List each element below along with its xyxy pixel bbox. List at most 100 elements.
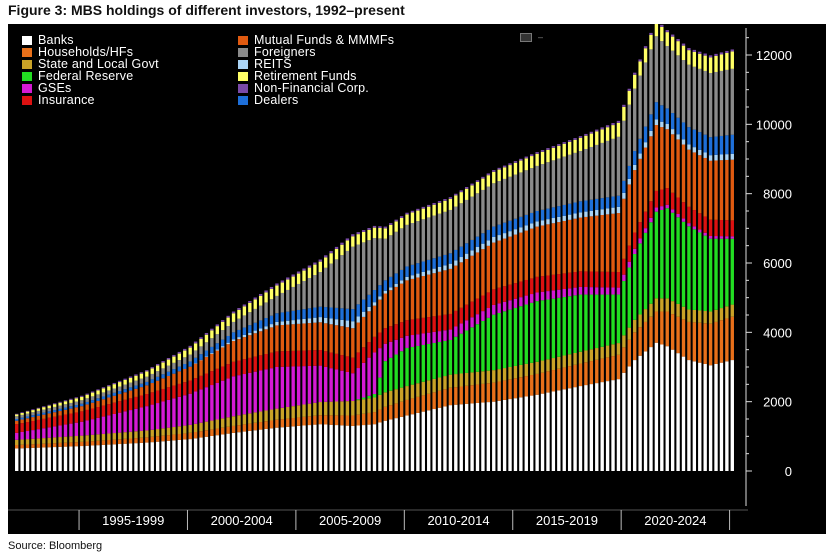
bar-segment-gses <box>562 289 566 298</box>
bar-segment-reits <box>687 144 691 150</box>
bar-segment-banks <box>410 414 415 471</box>
bar-segment-reits <box>351 321 355 329</box>
bar-segment-banks <box>627 366 631 471</box>
bar-segment-households-hfs <box>546 371 550 393</box>
bar-segment-retirement-funds <box>611 125 615 139</box>
bar-segment-banks <box>118 444 122 471</box>
bar-segment-gses <box>486 308 491 318</box>
bar-segment-insurance <box>128 398 133 411</box>
bar-segment-mutual-funds-mmmfs <box>345 327 350 357</box>
bar-segment-mutual-funds-mmmfs <box>443 270 447 315</box>
bar-segment-non-financial-corp- <box>275 283 279 286</box>
bar-segment-insurance <box>551 274 556 291</box>
bar-segment-state-and-local-govt <box>546 359 550 372</box>
bar-segment-banks <box>394 418 398 471</box>
bar-segment-non-financial-corp- <box>291 274 295 277</box>
bar-segment-non-financial-corp- <box>107 385 111 387</box>
bar-segment-mutual-funds-mmmfs <box>204 357 209 374</box>
bar-segment-mutual-funds-mmmfs <box>502 238 507 287</box>
bar-segment-insurance <box>25 422 30 432</box>
bar-segment-non-financial-corp- <box>437 201 442 203</box>
bar-segment-foreigners <box>221 330 225 340</box>
bar-segment-non-financial-corp- <box>405 212 409 215</box>
bar-segment-households-hfs <box>692 322 697 362</box>
bar-segment-state-and-local-govt <box>367 398 371 413</box>
bar-segment-dealers <box>508 220 512 232</box>
bar-segment-reits <box>448 263 453 269</box>
bar-segment-state-and-local-govt <box>96 434 100 441</box>
bar-segment-foreigners <box>627 104 631 166</box>
bar-segment-non-financial-corp- <box>80 395 84 397</box>
bar-segment-retirement-funds <box>719 54 724 71</box>
bar-segment-retirement-funds <box>52 404 57 407</box>
bar-segment-retirement-funds <box>546 149 550 163</box>
bar-segment-state-and-local-govt <box>36 438 41 444</box>
bar-segment-foreigners <box>118 386 122 392</box>
bar-segment-foreigners <box>161 368 165 375</box>
legend-swatch <box>238 83 248 93</box>
bar-segment-retirement-funds <box>42 407 46 410</box>
bar-segment-foreigners <box>410 223 415 265</box>
bar-segment-foreigners <box>443 211 447 255</box>
bar-segment-insurance <box>698 213 702 230</box>
bar-segment-foreigners <box>725 69 729 136</box>
bar-segment-retirement-funds <box>58 402 62 406</box>
bar-segment-dealers <box>725 135 729 155</box>
bar-segment-banks <box>421 411 425 471</box>
bar-segment-state-and-local-govt <box>567 354 572 367</box>
bar-segment-banks <box>264 428 268 471</box>
bar-segment-mutual-funds-mmmfs <box>291 324 295 351</box>
bar-segment-gses <box>296 366 301 406</box>
bar-segment-households-hfs <box>464 385 469 404</box>
bar-segment-households-hfs <box>210 429 214 436</box>
bar-segment-state-and-local-govt <box>573 353 577 365</box>
bar-segment-state-and-local-govt <box>389 390 393 406</box>
bar-segment-state-and-local-govt <box>562 355 566 368</box>
bar-segment-retirement-funds <box>622 106 626 121</box>
bar-segment-insurance <box>670 192 675 210</box>
bar-segment-banks <box>470 403 474 471</box>
bar-segment-insurance <box>286 351 290 367</box>
bar-segment-gses <box>324 366 328 402</box>
bar-segment-mutual-funds-mmmfs <box>627 184 631 246</box>
bar-segment-gses <box>286 366 290 407</box>
bar-segment-insurance <box>15 424 19 433</box>
bar-segment-mutual-funds-mmmfs <box>20 419 24 424</box>
bar-segment-gses <box>432 331 436 343</box>
bar-segment-insurance <box>448 313 453 330</box>
bar-segment-gses <box>58 425 62 438</box>
legend-label: REITS <box>254 57 292 71</box>
bar-segment-gses <box>670 209 675 213</box>
bar-segment-insurance <box>410 319 415 336</box>
bar-segment-non-financial-corp- <box>253 297 257 300</box>
bar-segment-insurance <box>600 271 604 288</box>
bar-segment-foreigners <box>280 292 285 313</box>
bar-segment-reits <box>459 257 463 263</box>
bar-segment-foreigners <box>150 373 154 380</box>
bar-segment-state-and-local-govt <box>150 429 154 437</box>
bar-segment-state-and-local-govt <box>524 363 528 377</box>
bar-segment-retirement-funds <box>708 57 713 74</box>
bar-segment-federal-reserve <box>654 211 659 299</box>
bar-segment-retirement-funds <box>437 202 442 214</box>
chart-options-button[interactable] <box>520 33 532 42</box>
bar-segment-dealers <box>345 308 350 321</box>
bar-segment-households-hfs <box>25 444 30 449</box>
bar-segment-mutual-funds-mmmfs <box>464 259 469 305</box>
bar-segment-households-hfs <box>74 442 79 447</box>
bar-segment-state-and-local-govt <box>155 429 160 437</box>
bar-segment-banks <box>551 391 556 471</box>
bar-segment-insurance <box>101 405 106 417</box>
bar-segment-gses <box>605 287 610 295</box>
bar-segment-non-financial-corp- <box>448 197 453 199</box>
bar-segment-non-financial-corp- <box>394 219 398 222</box>
bar-segment-households-hfs <box>508 379 512 400</box>
chart-minimize-icon[interactable]: – <box>538 32 544 42</box>
bar-segment-banks <box>31 447 35 471</box>
bar-segment-dealers <box>584 200 588 212</box>
bar-segment-dealers <box>605 197 610 209</box>
bar-segment-retirement-funds <box>508 165 512 177</box>
bar-segment-gses <box>454 326 458 337</box>
bar-segment-reits <box>221 346 225 348</box>
